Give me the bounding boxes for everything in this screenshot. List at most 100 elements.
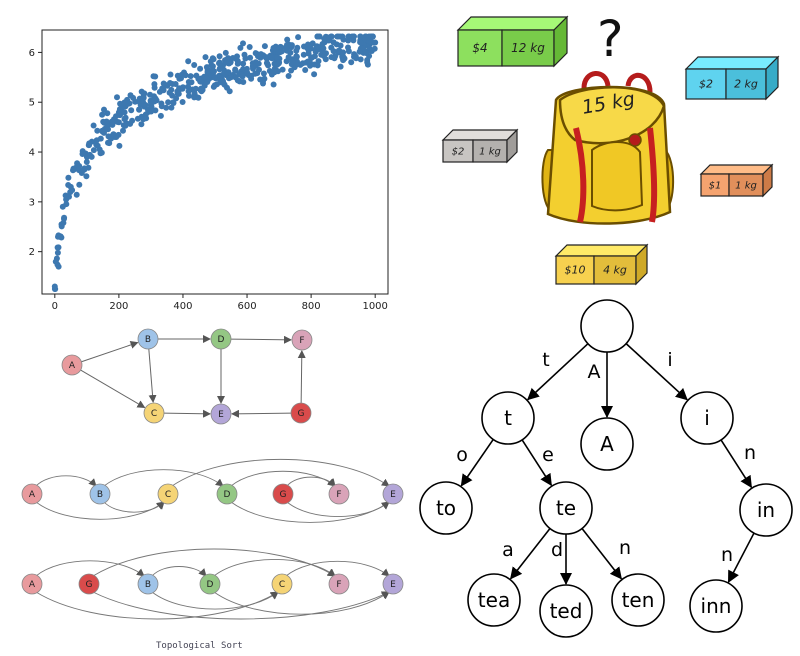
scatter-point: [244, 69, 250, 76]
scatter-point: [224, 84, 230, 91]
scatter-point: [106, 140, 113, 147]
scatter-point: [113, 113, 119, 120]
knapsack-illustration: ? 15 kg $4 12 kg$2 2 kg$2 1 kg$1 1 kg$10 4 kg: [441, 10, 780, 286]
scatter-point: [99, 111, 106, 118]
trie-node: [689, 579, 743, 633]
scatter-point: [283, 58, 290, 65]
scatter-point: [129, 117, 136, 124]
scatter-point: [180, 84, 186, 91]
graph-edge: [148, 348, 157, 404]
scatter-point: [315, 58, 322, 65]
scatter-point: [79, 151, 86, 157]
trie-node: [680, 391, 734, 445]
scatter-point: [258, 51, 264, 58]
scatter-point: [192, 85, 199, 92]
scatter-point: [302, 67, 309, 73]
scatter-point: [337, 63, 344, 70]
scatter-point: [138, 121, 145, 128]
scatter-point: [147, 91, 153, 98]
trie-node: [580, 299, 634, 353]
scatter-point: [348, 59, 355, 66]
order-node-label: B: [145, 580, 151, 590]
scatter-point: [136, 95, 143, 102]
trie-edge: [581, 527, 622, 580]
scatter-point: [270, 81, 277, 88]
scatter-point: [185, 58, 192, 65]
scatter-point: [299, 60, 306, 67]
scatter-point: [278, 48, 285, 55]
y-tick-label: 6: [29, 48, 35, 59]
scatter-point: [55, 244, 62, 251]
order-node-label: E: [390, 580, 396, 590]
scatter-point: [152, 73, 159, 80]
scatter-point: [357, 39, 364, 46]
scatter-point: [195, 75, 202, 82]
scatter-point: [369, 33, 375, 40]
order-edge: [286, 501, 390, 517]
order-node-label: C: [165, 490, 171, 500]
order-edge: [230, 501, 390, 523]
trie-edge: [527, 343, 589, 401]
order-node-label: G: [280, 490, 287, 500]
scatter-point: [54, 249, 61, 256]
graph-node: [137, 328, 159, 350]
scatter-point: [368, 48, 375, 54]
trie-node: [539, 584, 593, 638]
graph-node-label: D: [218, 335, 225, 345]
scatter-point: [138, 88, 145, 95]
trie-node: [739, 483, 793, 537]
scatter-point: [186, 92, 192, 99]
scatter-point: [182, 72, 189, 79]
backpack-icon: [541, 71, 675, 225]
scatter-point: [115, 119, 122, 126]
scatter-point: [110, 131, 117, 138]
trie-edge-label: A: [588, 361, 601, 383]
scatter-point: [277, 43, 284, 50]
order-node: [137, 573, 159, 595]
scatter-point: [314, 43, 321, 50]
scatter-point: [240, 60, 247, 67]
scatter-point: [340, 57, 347, 64]
scatter-point: [289, 59, 296, 66]
scatter-point: [168, 86, 175, 93]
order-node-label: B: [97, 490, 103, 500]
scatter-point: [372, 39, 379, 46]
order-node: [199, 573, 221, 595]
trie-diagram: t Ai o e n a d n n t Ai to te in tea ted ten inn: [419, 299, 793, 638]
scatter-point: [97, 150, 104, 157]
order-edge: [230, 470, 336, 487]
order-edge: [151, 566, 207, 577]
order-node: [21, 573, 43, 595]
scatter-point: [241, 51, 248, 58]
trie-node: [611, 573, 665, 627]
item-price: $2: [452, 146, 465, 157]
trie-node: [467, 573, 521, 627]
scatter-point: [168, 104, 175, 111]
graph-node: [61, 354, 83, 376]
scatter-point: [73, 191, 80, 198]
order-node-label: F: [336, 490, 341, 500]
scatter-point: [55, 233, 61, 240]
scatter-point: [65, 174, 72, 181]
scatter-point: [140, 116, 147, 123]
trie-edge-label: a: [502, 539, 514, 561]
scatter-point: [216, 53, 223, 60]
scatter-point: [66, 193, 72, 200]
trie-node-label: t: [504, 406, 512, 430]
scatter-point: [83, 159, 90, 165]
scatter-point: [136, 106, 143, 113]
scatter-point: [216, 60, 223, 67]
scatter-point: [90, 122, 97, 129]
order-node: [271, 573, 293, 595]
order-node: [216, 483, 238, 505]
y-tick-label: 3: [29, 197, 35, 208]
order-node-label: E: [390, 490, 396, 500]
scatter-point: [210, 83, 217, 90]
trie-edge: [510, 527, 551, 580]
scatter-point: [147, 99, 154, 106]
scatter-point: [151, 84, 158, 91]
item-weight: 12 kg: [511, 41, 545, 55]
scatter-point: [240, 40, 246, 47]
